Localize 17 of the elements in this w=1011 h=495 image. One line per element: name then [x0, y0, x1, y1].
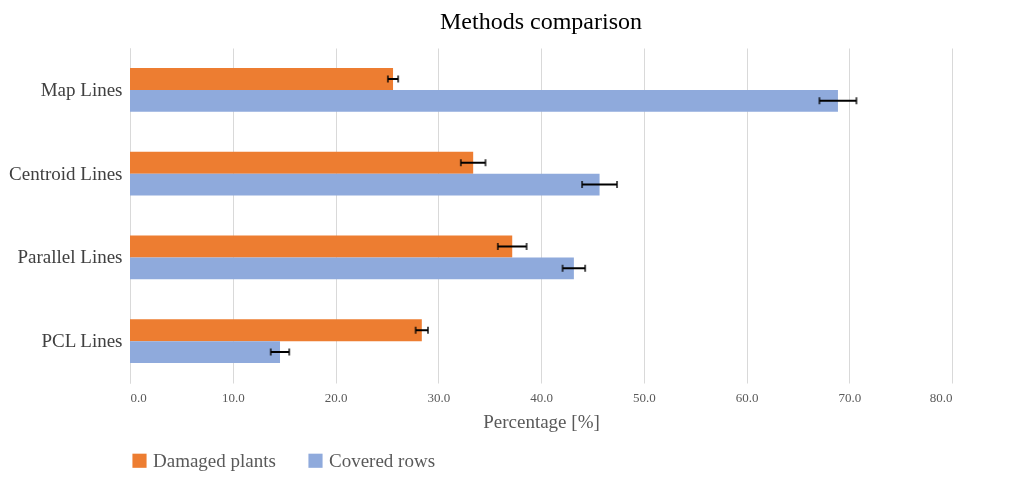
x-tick-label: 70.0	[838, 389, 862, 405]
x-tick-label: 0.0	[130, 389, 147, 405]
x-tick-label: 60.0	[735, 389, 759, 405]
x-tick-label: 10.0	[221, 389, 245, 405]
y-tick-label: Centroid Lines	[9, 162, 123, 184]
x-tick-label: 30.0	[427, 389, 451, 405]
chart-title: Methods comparison	[440, 8, 642, 34]
y-tick-label: PCL Lines	[41, 330, 123, 352]
x-tick-label: 80.0	[929, 389, 953, 405]
x-axis-title: Percentage [%]	[483, 410, 600, 432]
x-tick-label: 50.0	[632, 389, 656, 405]
legend-label: Damaged plants	[153, 449, 276, 471]
y-tick-label: Map Lines	[40, 78, 123, 100]
x-tick-label: 40.0	[530, 389, 553, 405]
legend-label: Covered rows	[329, 449, 436, 471]
y-tick-label: Parallel Lines	[17, 246, 123, 268]
x-tick-label: 20.0	[324, 389, 348, 405]
